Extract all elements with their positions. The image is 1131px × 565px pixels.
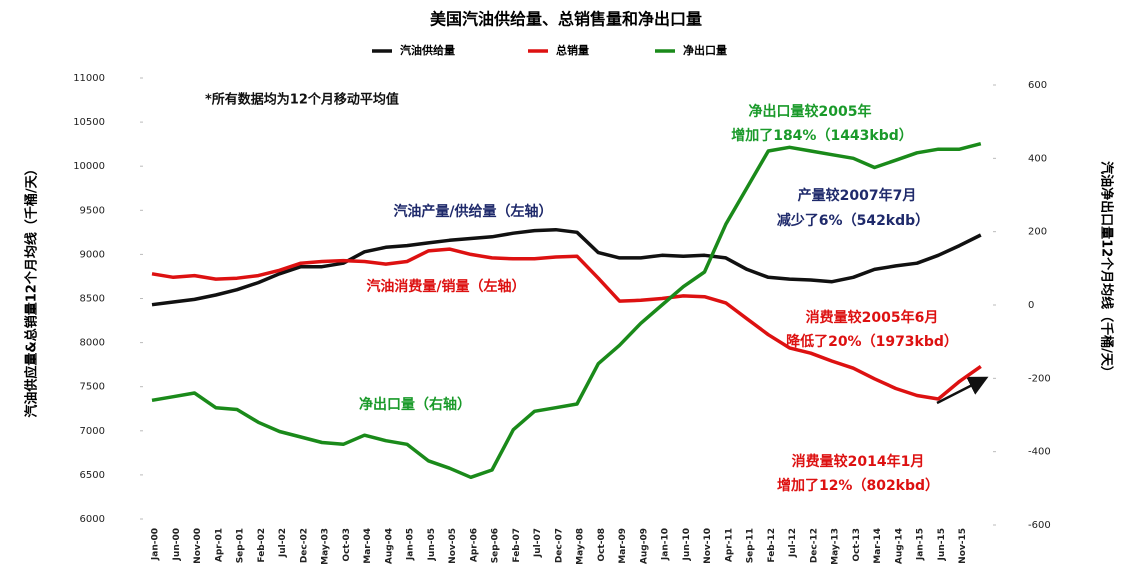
x-tick-label: Nov-00: [193, 528, 203, 564]
annotation: *所有数据均为12个月移动平均值: [205, 92, 399, 108]
x-tick-label: Apr-01: [214, 528, 224, 562]
x-tick-label: Oct-03: [342, 528, 352, 562]
annotation: 增加了184%（1443kbd）: [731, 127, 913, 144]
x-tick-label: Feb-07: [512, 528, 522, 563]
y-tick-label: 10500: [73, 117, 105, 128]
y-tick-label: 6500: [80, 470, 105, 481]
x-tick-label: Jul-02: [278, 528, 288, 558]
chart-title: 美国汽油供给量、总销售量和净出口量: [430, 10, 702, 29]
y-tick-label: 7000: [80, 426, 105, 437]
y2-tick-label: 200: [1028, 227, 1047, 238]
x-tick-label: Sep-06: [491, 528, 501, 563]
series-line: [151, 227, 982, 307]
legend-label: 总销量: [556, 43, 589, 57]
annotation: 消费量较2014年1月: [792, 453, 925, 470]
annotation: 汽油产量/供给量（左轴）: [393, 203, 552, 220]
y-tick-label: 10000: [73, 161, 105, 172]
x-tick-label: Mar-04: [363, 528, 373, 564]
x-tick-label: May-03: [321, 528, 331, 565]
annotation: 净出口量（右轴）: [359, 396, 471, 413]
x-tick-label: Dec-02: [299, 528, 309, 563]
series-line: [151, 142, 982, 480]
x-tick-label: Jan-15: [916, 528, 926, 561]
x-tick-label: Jun-00: [172, 528, 182, 561]
x-tick-label: Aug-14: [894, 528, 904, 564]
y2-tick-label: 0: [1028, 300, 1034, 311]
series-line: [151, 247, 982, 401]
y-tick-label: 9000: [80, 249, 105, 260]
y-tick-label: 7500: [80, 382, 105, 393]
annotation: 增加了12%（802kbd）: [777, 477, 939, 494]
x-tick-label: Dec-12: [809, 528, 819, 563]
x-tick-label: Jun-10: [682, 528, 692, 561]
x-tick-label: May-08: [576, 528, 586, 565]
x-tick-label: Nov-15: [958, 528, 968, 564]
y-tick-label: 9500: [80, 205, 105, 216]
annotation: 汽油消费量/销量（左轴）: [366, 278, 525, 295]
x-tick-label: Mar-09: [618, 528, 628, 564]
annotation: 净出口量较2005年: [749, 103, 872, 120]
x-tick-label: Feb-02: [257, 528, 267, 563]
x-tick-label: Aug-09: [639, 528, 649, 564]
x-tick-label: Mar-14: [873, 528, 883, 564]
trend-arrow: [936, 376, 989, 405]
x-tick-label: Jan-10: [661, 528, 671, 561]
legend-label: 净出口量: [683, 43, 727, 57]
annotation: 消费量较2005年6月: [806, 309, 939, 326]
x-tick-label: Apr-11: [724, 528, 734, 562]
y2-tick-label: 400: [1028, 153, 1047, 164]
x-tick-label: Nov-05: [448, 528, 458, 564]
y2-tick-label: -400: [1028, 447, 1051, 458]
y-tick-label: 8000: [80, 338, 105, 349]
annotation: 减少了6%（542kdb）: [777, 212, 929, 229]
x-tick-label: Jul-07: [533, 528, 543, 558]
x-tick-label: Jul-12: [788, 528, 798, 558]
annotation: 产量较2007年7月: [798, 187, 917, 204]
x-tick-label: Jan-05: [406, 528, 416, 561]
x-tick-label: Oct-08: [597, 528, 607, 562]
x-tick-label: Feb-12: [767, 528, 777, 563]
x-tick-label: Oct-13: [852, 528, 862, 562]
x-tick-label: Apr-06: [469, 528, 479, 562]
x-tick-label: Dec-07: [554, 528, 564, 563]
legend-label: 汽油供给量: [400, 43, 455, 57]
y-axis-title: 汽油供应量&总销量12个月均线（千桶/天）: [24, 162, 40, 417]
y-tick-label: 6000: [80, 514, 105, 525]
x-tick-label: May-13: [831, 528, 841, 565]
y2-tick-label: -600: [1028, 520, 1051, 531]
y2-tick-label: -200: [1028, 373, 1051, 384]
x-tick-label: Jun-05: [427, 528, 437, 561]
annotations: *所有数据均为12个月移动平均值 净出口量较2005年 增加了184%（1443…: [205, 92, 958, 495]
y-tick-label: 8500: [80, 294, 105, 305]
x-tick-label: Jun-15: [937, 528, 947, 561]
y-tick-label: 11000: [73, 73, 105, 84]
x-tick-label: Nov-10: [703, 528, 713, 564]
x-tick-label: Sep-11: [746, 528, 756, 563]
x-tick-label: Aug-04: [384, 528, 394, 564]
x-tick-label: Jan-00: [151, 528, 161, 561]
x-tick-label: Sep-01: [236, 528, 246, 563]
y2-axis-title: 汽油净出口量12个月均线（千桶/天）: [1099, 161, 1115, 379]
annotation: 降低了20%（1973kbd）: [786, 333, 958, 350]
y2-tick-label: 600: [1028, 80, 1047, 91]
